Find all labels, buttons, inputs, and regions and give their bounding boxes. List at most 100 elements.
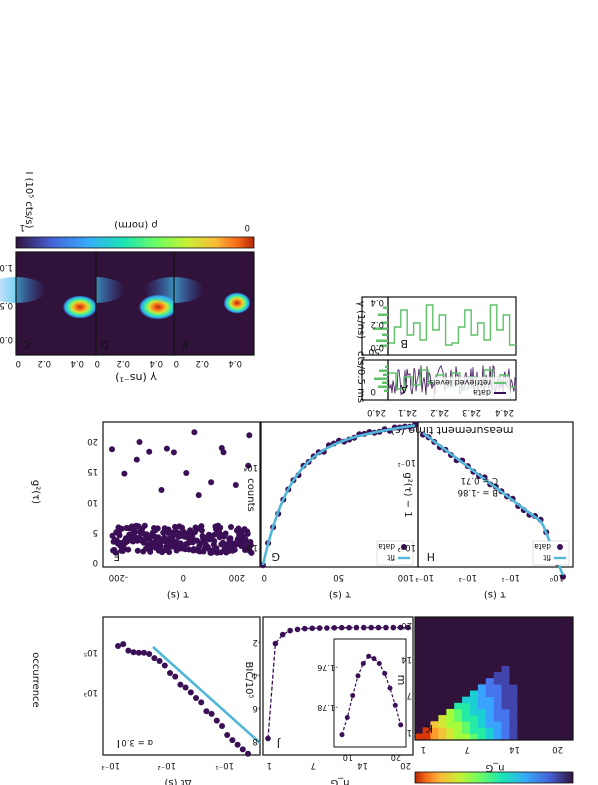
panel-b-hist-bar [380, 344, 388, 347]
panel-cde-xtick-d0: 0 [95, 358, 100, 368]
panel-k-cell [501, 690, 510, 697]
panel-g-xlabel: τ (s) [329, 589, 351, 600]
panel-i-point [156, 658, 163, 664]
panel-k-cell [564, 708, 573, 716]
panel-i-point [239, 746, 246, 753]
legend-g-data-label: data [378, 542, 395, 551]
panel-h-xtick-1e-2: 10⁻² [458, 572, 477, 582]
panel-k-cell [477, 733, 487, 740]
panel-i-xtick-1e-3: 10⁻³ [101, 760, 120, 770]
panel-k-cell [438, 727, 447, 734]
panel-k-cell [564, 629, 573, 636]
panel-k-cell [509, 733, 518, 740]
panel-j-point [309, 625, 315, 632]
legend-retrieved-label: retrieved levels [429, 378, 491, 387]
panel-k-cell [533, 678, 542, 685]
panel-k-cell [556, 678, 566, 685]
panel-f-point [208, 479, 215, 486]
panel-k-cell [446, 727, 455, 734]
panel-k-cell [517, 653, 526, 661]
panel-f-point [112, 549, 119, 556]
panel-k-cell [533, 690, 542, 697]
panel-k-cell [564, 635, 573, 642]
panel-k-cell [501, 678, 510, 685]
panel-h-point [560, 573, 566, 580]
panel-h-legend-box [532, 540, 570, 566]
panel-a-ytick-50: 50 [368, 346, 380, 356]
panel-k-cell [525, 715, 534, 722]
legend-data-label: data [473, 388, 491, 397]
panel-k-cell [462, 715, 471, 722]
panel-b-xtick-240: 24.0 [367, 407, 386, 417]
panel-d-letter: D [101, 338, 109, 351]
panel-k-cell [446, 715, 455, 722]
panel-f-point [158, 487, 165, 493]
panel-j-inset-line [341, 655, 402, 735]
panel-cde-xlabel: γ (ns⁻¹) [115, 371, 157, 384]
panel-k-cell [549, 684, 558, 691]
panel-k-cell [549, 733, 558, 740]
panel-k-cell [462, 733, 471, 740]
panel-k-cell [549, 708, 558, 716]
panel-h-frame [417, 421, 574, 568]
panel-k-cell [564, 733, 573, 740]
panel-k-cell [517, 659, 526, 667]
panel-k-cell [517, 715, 526, 722]
panel-f-frame [102, 421, 261, 568]
panel-cde-xtick-e04: 0.4 [228, 358, 242, 368]
panel-k-cell [454, 708, 463, 716]
panel-k-cell [549, 721, 558, 728]
panel-b-ylabel: γ (1/ns) [355, 301, 366, 339]
panel-j-inset-point [350, 693, 356, 698]
panel-k-xtick-14: 14 [509, 744, 520, 754]
panel-b-hist-bar [378, 313, 388, 316]
panels-a-b: data retrieved levels A 0 50 B 0.0 0.2 0… [355, 296, 517, 437]
panel-j-xtick-20: 20 [400, 760, 411, 770]
panel-f-point [231, 546, 238, 553]
panel-b-letter: B [400, 337, 408, 350]
panel-f-letter: F [114, 550, 120, 563]
panel-k-cell [564, 696, 573, 704]
panel-cde-xtick-e0: 0 [174, 358, 179, 368]
panel-k-cell [541, 721, 550, 728]
panel-k-ytick-1: 1 [407, 727, 412, 737]
panel-g-xtick-50: 50 [333, 572, 344, 582]
panel-j-ytick-m2: -2 [253, 637, 261, 647]
panel-k-ytick-7: 7 [407, 690, 412, 700]
panel-k-cell [485, 684, 494, 691]
panel-k-cell [556, 665, 566, 673]
panel-j-inset-point [339, 732, 345, 738]
panel-k-cell [533, 715, 542, 722]
panel-a-ylabel: cts/0.5 ms [355, 351, 366, 403]
panel-b-xtick-243: 24.3 [462, 407, 481, 417]
panel-k-cell [462, 696, 471, 704]
panel-k-xtick-20: 20 [552, 744, 563, 754]
panel-k-cell [485, 702, 494, 710]
panel-k-cell [556, 690, 566, 697]
panel-k-cell [549, 641, 558, 648]
panel-j-point [346, 624, 352, 631]
panel-k-xlabel: n_G [485, 762, 504, 773]
panel-a-hist-bar [378, 385, 388, 388]
panel-i-xtick-1e-2: 10⁻² [157, 760, 176, 770]
legend-g-fit-label: fit [387, 553, 395, 562]
panel-i-point [203, 708, 210, 715]
panel-k-cell [509, 678, 518, 685]
panel-j-inset-point [382, 670, 388, 676]
panel-k-cell [564, 678, 573, 685]
panel-a-hist-bar [384, 389, 388, 392]
panel-k-cell [501, 684, 510, 691]
panel-k-cell [493, 708, 502, 716]
panel-i-point [193, 695, 199, 701]
panel-j-inset-point [355, 673, 361, 679]
panel-k-cell [549, 629, 558, 636]
panel-j-point [338, 624, 345, 631]
panel-k-cell [525, 665, 534, 673]
panel-k-cell [485, 696, 494, 704]
panel-f-point [211, 538, 218, 544]
panel-k-cell [454, 702, 463, 710]
panel-k-cell [470, 696, 479, 704]
panel-k-cell [564, 659, 573, 667]
panel-j-point [383, 624, 389, 631]
